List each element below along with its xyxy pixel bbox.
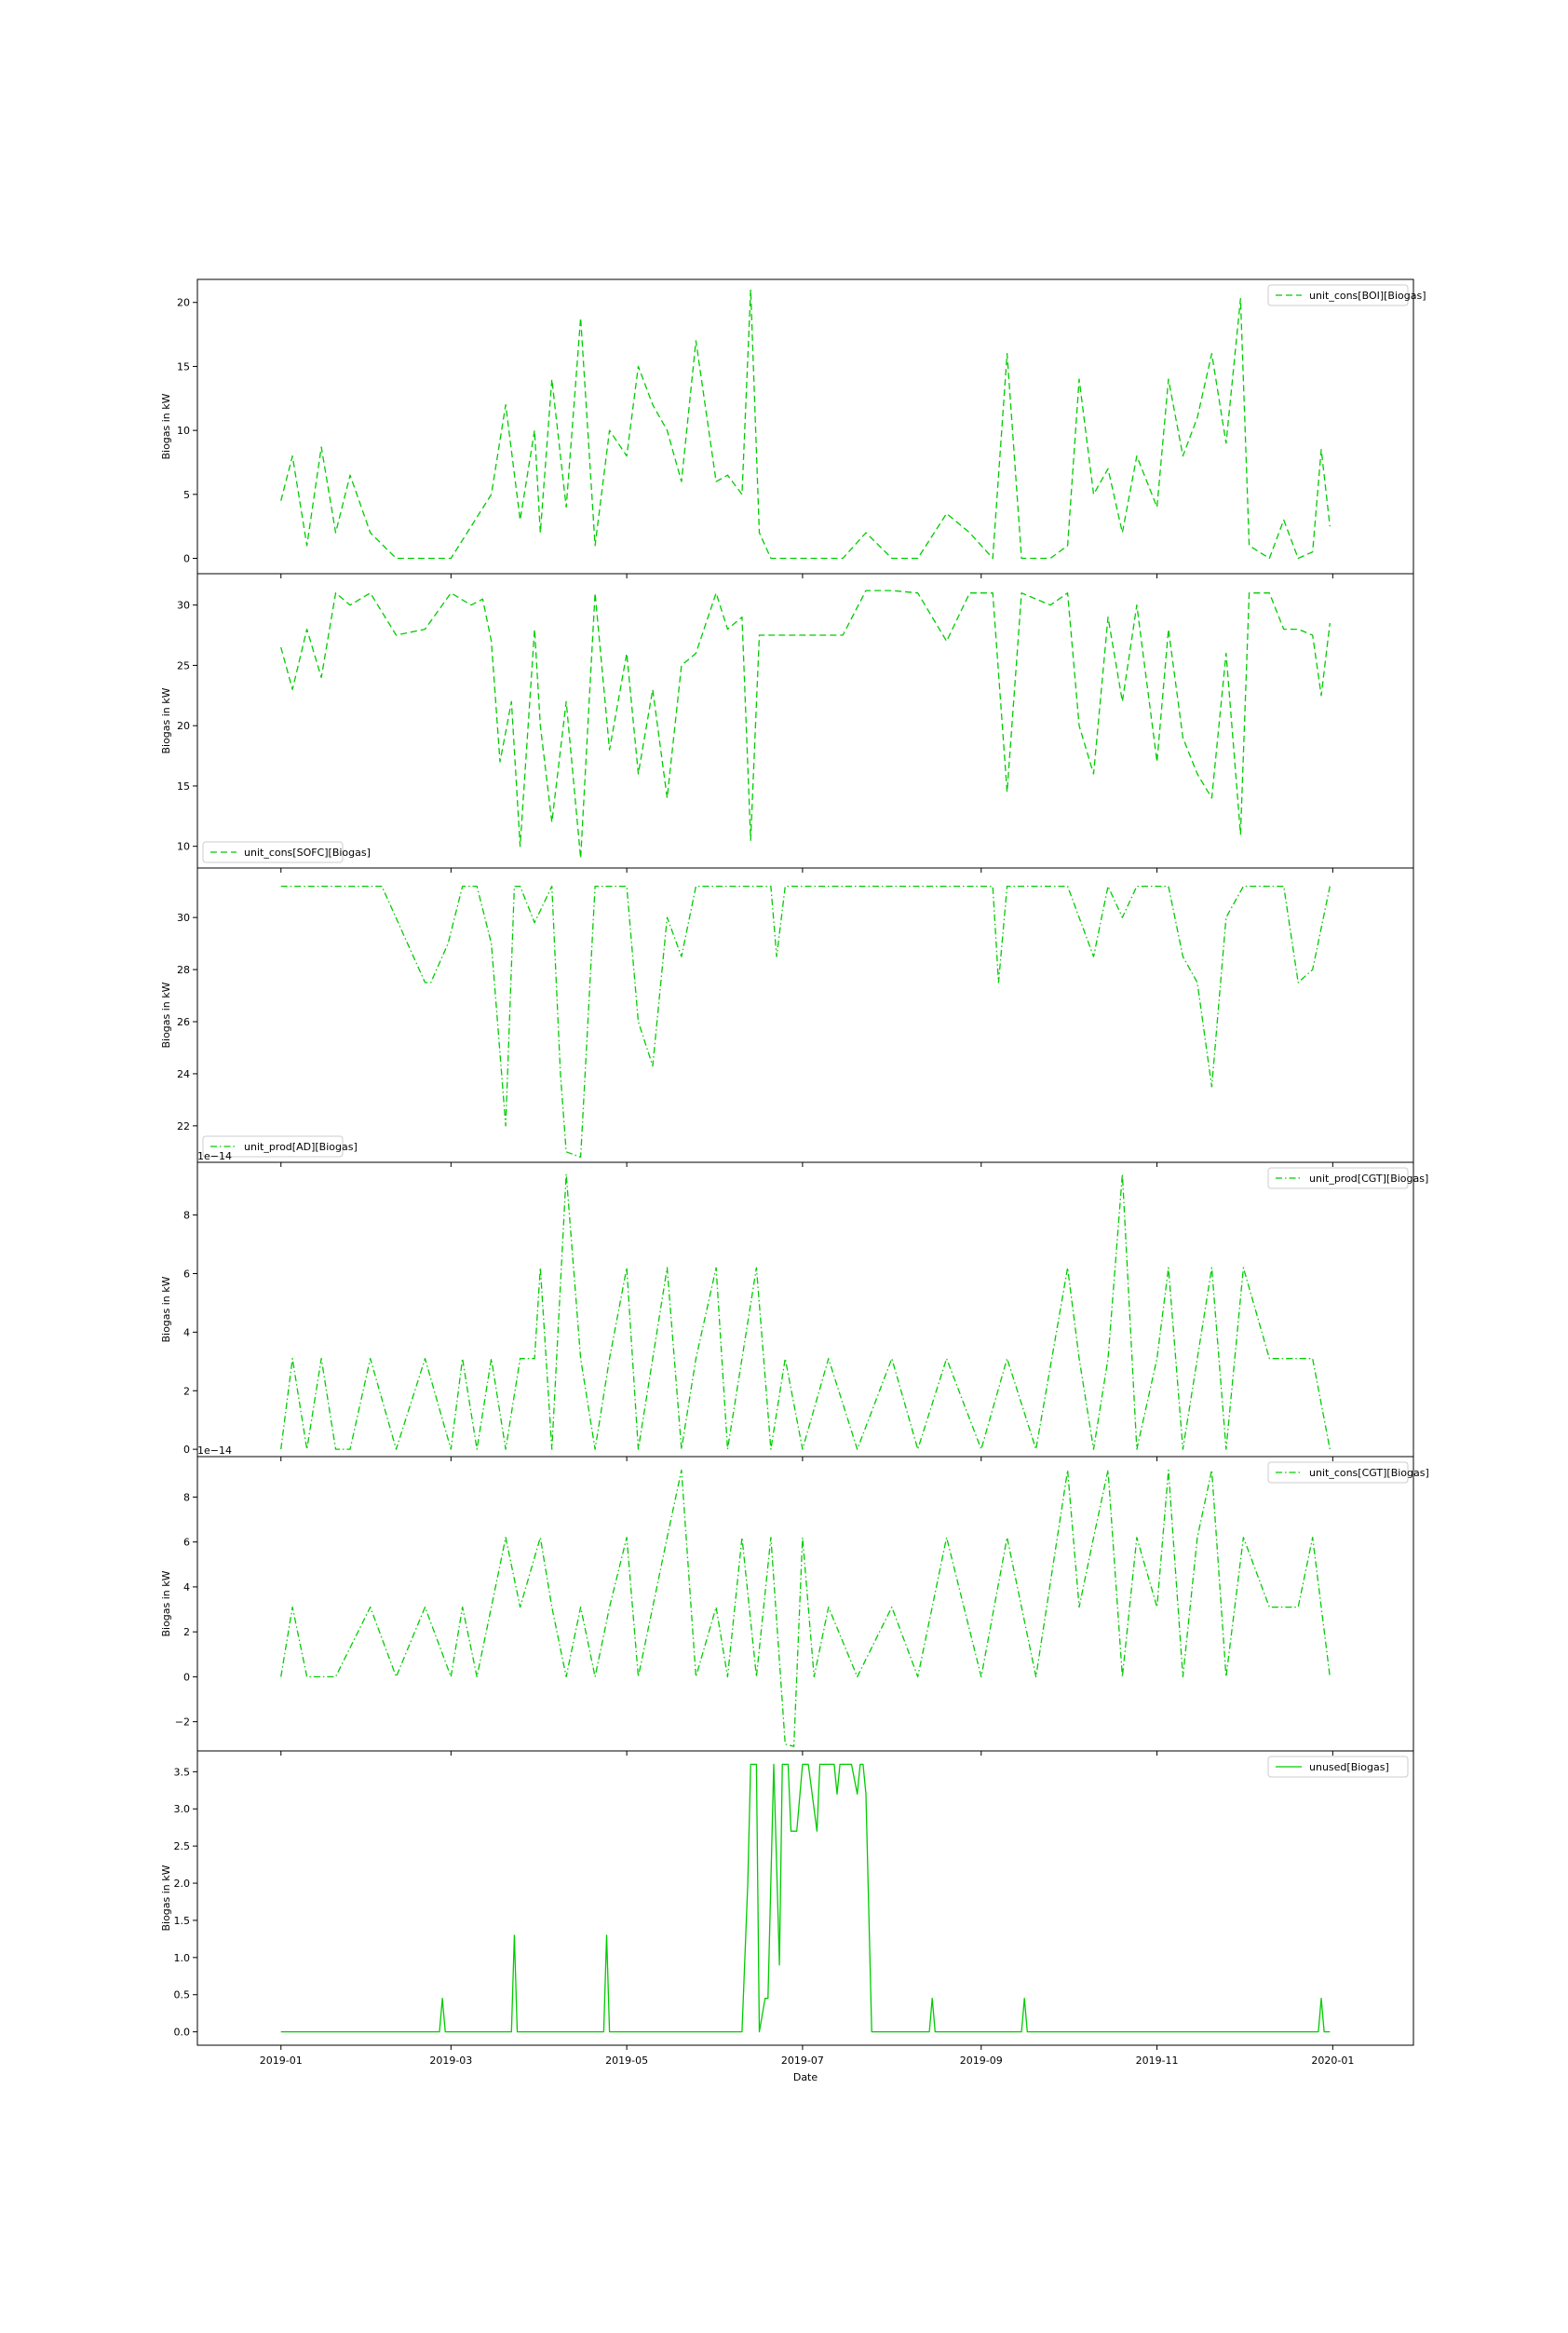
y-tick-label: 0: [183, 1671, 190, 1683]
legend-label: unit_prod[CGT][Biogas]: [1309, 1173, 1428, 1185]
y-axis-label: Biogas in kW: [160, 1276, 172, 1342]
y-tick-label: 0: [183, 1444, 190, 1456]
y-tick-label: 26: [177, 1016, 190, 1028]
y-tick-label: 2.5: [174, 1840, 191, 1852]
y-tick-label: 28: [177, 964, 190, 976]
legend: unit_cons[SOFC][Biogas]: [202, 841, 371, 863]
subplot-2: 10 15 20 25 30 Biogas in kW unit_cons[SOFC][Bi…: [160, 573, 1414, 873]
legend-box: [1267, 284, 1409, 306]
y-tick-label: 30: [177, 600, 190, 612]
y-tick-label: 25: [177, 659, 190, 671]
y-tick-label: 2.0: [174, 1878, 191, 1890]
y-tick-label: 20: [177, 297, 190, 309]
y-tick-label: 2: [183, 1626, 190, 1638]
legend-label: unit_cons[SOFC][Biogas]: [244, 847, 371, 859]
subplot-6: 0.0 0.5 1.0 1.5 2.0 2.5 3.0 3.5 Biogas in kW 2019…: [160, 1750, 1414, 2067]
y-tick-label: 30: [177, 912, 190, 924]
subplot-3: 22 24 26 28 30 Biogas in kW unit_prod[AD][Biog…: [160, 867, 1414, 1167]
legend-box: [202, 841, 344, 863]
y-tick-label: 10: [177, 841, 190, 853]
series-line-2: [280, 590, 1331, 860]
legend-box: [202, 1135, 344, 1158]
y-tick-label: 6: [183, 1537, 190, 1549]
legend: unit_cons[BOI][Biogas]: [1267, 284, 1426, 306]
legend-label: unit_prod[AD][Biogas]: [244, 1141, 358, 1153]
y-axis-label: Biogas in kW: [160, 393, 172, 459]
series-line-3: [280, 885, 1331, 1159]
y-tick-label: 3.0: [174, 1803, 191, 1815]
x-tick-label: 2020-01: [1311, 2055, 1354, 2067]
y-axis-label: Biogas in kW: [160, 687, 172, 753]
y-tick-label: 22: [177, 1120, 190, 1133]
x-axis-label: Date: [793, 2071, 818, 2083]
y-axis-label: Biogas in kW: [160, 1570, 172, 1636]
x-tick-label: 2019-11: [1136, 2055, 1179, 2067]
y-tick-label: 8: [183, 1491, 190, 1503]
y-tick-label: 4: [183, 1326, 190, 1338]
y-tick-label: 15: [177, 360, 190, 373]
series-line-1: [280, 289, 1331, 560]
legend: unit_cons[CGT][Biogas]: [1267, 1461, 1429, 1484]
series-line-5: [280, 1469, 1331, 1747]
y-tick-label: 0: [183, 553, 190, 565]
series-line-6: [280, 1763, 1331, 2033]
y-axis-label: Biogas in kW: [160, 982, 172, 1048]
legend-box: [1267, 1756, 1409, 1778]
y-tick-label: 1.5: [174, 1915, 191, 1927]
x-tick-label: 2019-01: [260, 2055, 303, 2067]
y-tick-label: 0.5: [174, 1989, 191, 2001]
y-tick-label: 8: [183, 1210, 190, 1222]
legend: unit_prod[CGT][Biogas]: [1267, 1167, 1428, 1189]
x-tick-label: 2019-09: [960, 2055, 1003, 2067]
y-tick-label: 3.5: [174, 1766, 191, 1778]
y-tick-label: 20: [177, 720, 190, 732]
subplot-4: 0 2 4 6 8 Biogas in kW 1e−14 unit_prod[CGT][Bio…: [160, 1150, 1428, 1461]
legend: unit_prod[AD][Biogas]: [202, 1135, 358, 1158]
y-axis-label: Biogas in kW: [160, 1865, 172, 1931]
legend-label: unused[Biogas]: [1309, 1761, 1389, 1773]
series-line-4: [280, 1173, 1331, 1450]
x-tick-label: 2019-03: [429, 2055, 472, 2067]
y-tick-label: 2: [183, 1385, 190, 1397]
y-tick-label: 15: [177, 780, 190, 793]
legend-box: [1267, 1461, 1409, 1484]
y-offset-label: 1e−14: [197, 1445, 232, 1457]
y-tick-label: 0.0: [174, 2027, 191, 2039]
y-tick-label: 4: [183, 1581, 190, 1594]
y-tick-label: 1.0: [174, 1952, 191, 1964]
legend: unused[Biogas]: [1267, 1756, 1409, 1778]
y-tick-label: 24: [177, 1068, 190, 1080]
y-tick-label: −2: [175, 1716, 190, 1729]
legend-label: unit_cons[BOI][Biogas]: [1309, 290, 1426, 302]
y-tick-label: 5: [183, 489, 190, 501]
y-tick-label: 6: [183, 1268, 190, 1280]
axes-frame: [196, 1750, 1414, 2046]
y-offset-label: 1e−14: [197, 1150, 232, 1162]
x-tick-label: 2019-07: [781, 2055, 824, 2067]
x-tick-label: 2019-05: [605, 2055, 648, 2067]
legend-label: unit_cons[CGT][Biogas]: [1309, 1467, 1429, 1479]
y-tick-label: 10: [177, 425, 190, 437]
legend-box: [1267, 1167, 1409, 1189]
